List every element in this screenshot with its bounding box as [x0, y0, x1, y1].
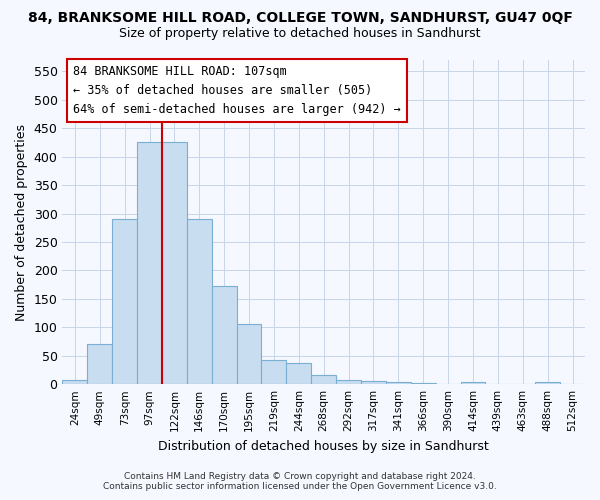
X-axis label: Distribution of detached houses by size in Sandhurst: Distribution of detached houses by size … — [158, 440, 489, 452]
Bar — [62, 380, 88, 384]
Bar — [361, 382, 386, 384]
Bar — [386, 382, 411, 384]
Bar — [88, 344, 112, 384]
Bar — [461, 382, 485, 384]
Y-axis label: Number of detached properties: Number of detached properties — [15, 124, 28, 320]
Bar — [212, 286, 236, 384]
Bar — [112, 219, 137, 384]
Text: 84, BRANKSOME HILL ROAD, COLLEGE TOWN, SANDHURST, GU47 0QF: 84, BRANKSOME HILL ROAD, COLLEGE TOWN, S… — [28, 11, 572, 25]
Bar — [286, 363, 311, 384]
Text: Contains HM Land Registry data © Crown copyright and database right 2024.
Contai: Contains HM Land Registry data © Crown c… — [103, 472, 497, 491]
Bar — [411, 383, 436, 384]
Bar — [311, 375, 336, 384]
Bar — [262, 360, 286, 384]
Bar — [187, 219, 212, 384]
Bar — [336, 380, 361, 384]
Bar — [137, 142, 162, 384]
Bar — [535, 382, 560, 384]
Bar — [236, 324, 262, 384]
Text: Size of property relative to detached houses in Sandhurst: Size of property relative to detached ho… — [119, 28, 481, 40]
Bar — [162, 142, 187, 384]
Text: 84 BRANKSOME HILL ROAD: 107sqm
← 35% of detached houses are smaller (505)
64% of: 84 BRANKSOME HILL ROAD: 107sqm ← 35% of … — [73, 65, 401, 116]
